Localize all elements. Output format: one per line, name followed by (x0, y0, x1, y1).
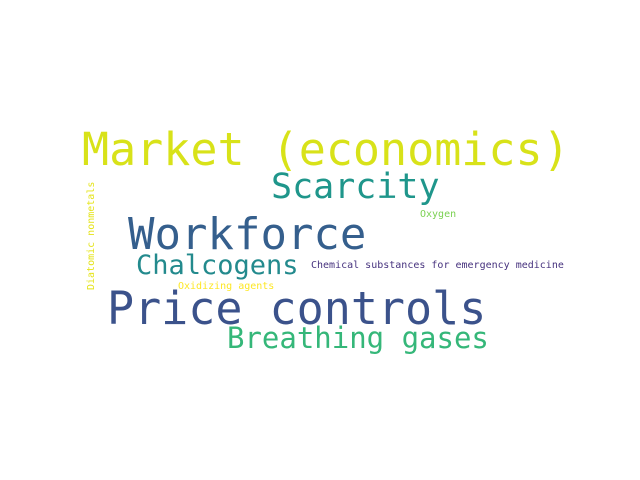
word-price-controls: Price controls (107, 282, 487, 335)
word-workforce: Workforce (128, 209, 367, 260)
word-market-economics: Market (economics) (82, 123, 570, 176)
word-chemical-substances: Chemical substances for emergency medici… (311, 260, 564, 271)
word-scarcity: Scarcity (271, 167, 440, 207)
word-breathing-gases: Breathing gases (227, 321, 489, 355)
word-chalcogens: Chalcogens (136, 250, 299, 281)
word-oxygen: Oxygen (420, 209, 457, 220)
word-diatomic-nonmetals: Diatomic nonmetals (86, 181, 97, 290)
word-oxidizing-agents: Oxidizing agents (178, 281, 275, 292)
